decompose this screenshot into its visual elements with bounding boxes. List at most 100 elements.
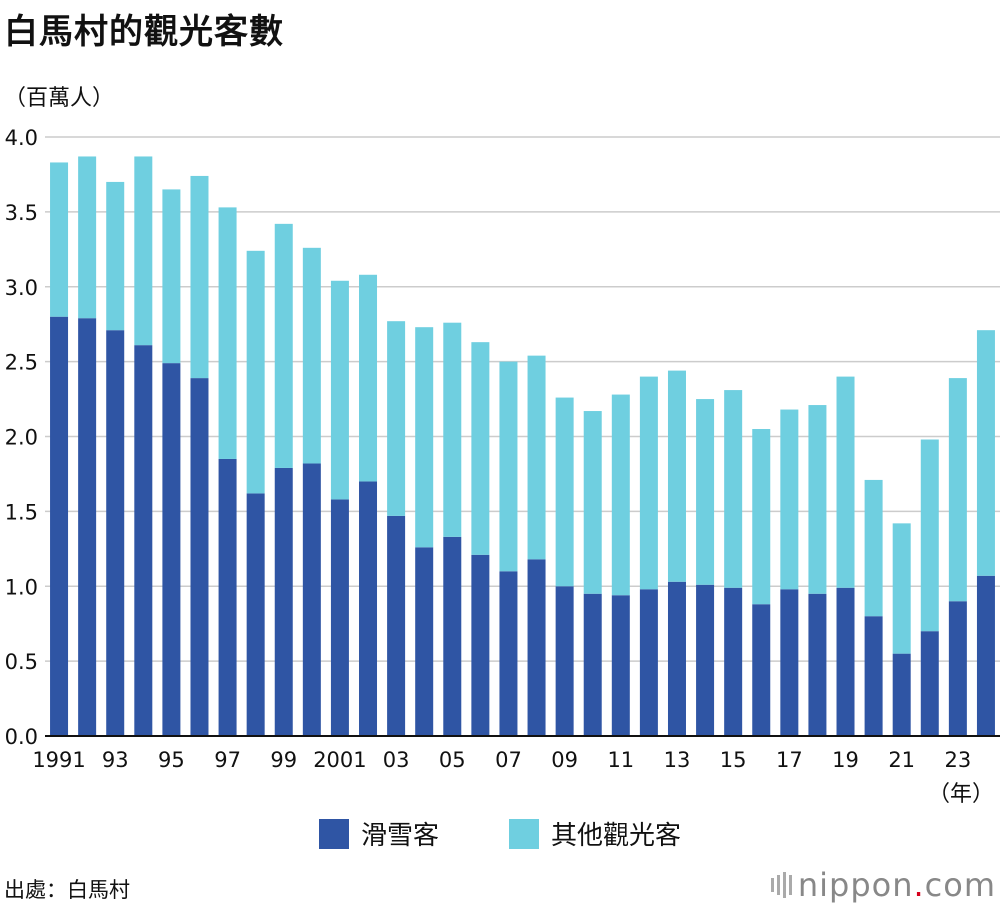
bar-other-2022 [920, 439, 939, 632]
bar-other-2004 [415, 327, 434, 548]
x-tick-label: 13 [664, 748, 691, 772]
brand-dot: . [913, 866, 925, 904]
bar-ski-2013 [667, 581, 686, 736]
bar-ski-2023 [948, 601, 967, 736]
bar-ski-2006 [471, 554, 490, 736]
bar-other-1994 [134, 156, 153, 346]
x-tick-label: 15 [720, 748, 747, 772]
bar-other-1995 [162, 189, 181, 364]
x-tick-labels: 1991 93 95 97 99 2001 03 05 07 09 11 13 15 17 19 21 23 [32, 748, 971, 772]
bar-ski-2024 [976, 575, 995, 736]
bar-other-2000 [302, 247, 321, 464]
x-tick-label: 09 [551, 748, 578, 772]
y-axis-unit: （百萬人） [4, 86, 115, 111]
y-tick-label: 2.0 [5, 426, 38, 450]
bar-ski-2001 [330, 499, 349, 736]
source-note: 出處：白馬村 [4, 878, 130, 902]
bar-other-1993 [106, 181, 125, 331]
bar-ski-2018 [808, 593, 827, 736]
y-tick-label: 3.0 [5, 276, 38, 300]
brand-bars-icon [770, 872, 792, 898]
bar-other-2019 [836, 376, 855, 588]
y-tick-label: 0.0 [5, 725, 38, 749]
bar-ski-2003 [387, 515, 406, 736]
brand-prefix: nippon [797, 866, 914, 904]
y-tick-labels: 0.0 0.5 1.0 1.5 2.0 2.5 3.0 3.5 4.0 [5, 126, 38, 749]
bars [50, 156, 995, 736]
x-tick-label: 03 [383, 748, 410, 772]
chart-title: 白馬村的觀光客數 [4, 12, 284, 52]
x-tick-label: 93 [102, 748, 129, 772]
bar-ski-2009 [555, 586, 574, 736]
bar-ski-1991 [50, 316, 69, 736]
bar-other-2003 [387, 321, 406, 516]
bar-other-2021 [892, 523, 911, 654]
bar-ski-1997 [218, 458, 237, 736]
bar-ski-2012 [639, 589, 658, 736]
bar-ski-1992 [78, 318, 97, 736]
legend: 滑雪客 其他觀光客 [0, 815, 1000, 852]
x-tick-label: 97 [214, 748, 241, 772]
x-tick-label: 99 [270, 748, 297, 772]
x-tick-label: 95 [158, 748, 185, 772]
bar-other-2014 [696, 399, 715, 585]
bar-other-2024 [976, 330, 995, 576]
bar-other-2020 [864, 479, 883, 617]
bar-ski-2020 [864, 616, 883, 736]
bar-other-2018 [808, 405, 827, 594]
bar-ski-2016 [752, 604, 771, 736]
bar-other-1992 [78, 156, 97, 319]
bar-other-1996 [190, 175, 209, 379]
bar-other-2006 [471, 342, 490, 555]
bar-other-1999 [274, 223, 293, 468]
bar-ski-2004 [415, 547, 434, 736]
x-tick-label: 19 [832, 748, 859, 772]
y-tick-label: 3.5 [5, 201, 38, 225]
bar-ski-1999 [274, 467, 293, 736]
brand-suffix: com [924, 866, 996, 904]
bar-ski-2021 [892, 653, 911, 736]
bar-other-2023 [948, 378, 967, 602]
x-tick-label: 23 [945, 748, 972, 772]
legend-swatch-ski [318, 818, 349, 849]
bar-ski-1993 [106, 330, 125, 736]
y-tick-label: 1.5 [5, 500, 38, 524]
bar-ski-2015 [724, 587, 743, 736]
x-tick-label: 1991 [32, 748, 85, 772]
legend-item-other: 其他觀光客 [509, 815, 681, 852]
bar-other-2001 [330, 280, 349, 500]
bar-other-2009 [555, 397, 574, 587]
bar-other-2012 [639, 376, 658, 590]
bar-other-2016 [752, 429, 771, 605]
bar-other-1997 [218, 207, 237, 459]
legend-label-other: 其他觀光客 [551, 821, 682, 851]
bar-ski-1998 [246, 493, 265, 736]
legend-label-ski: 滑雪客 [360, 821, 439, 851]
bar-other-2010 [583, 411, 602, 594]
bar-ski-2017 [780, 589, 799, 736]
bar-ski-2005 [443, 536, 462, 736]
bar-ski-1995 [162, 363, 181, 736]
bar-other-2011 [611, 394, 630, 596]
stacked-bar-chart: 0.0 0.5 1.0 1.5 2.0 2.5 3.0 3.5 4.0 1991 93 95 97 99… [5, 126, 1000, 772]
y-tick-label: 4.0 [5, 126, 38, 150]
bar-other-2005 [443, 322, 462, 537]
x-tick-label: 17 [776, 748, 803, 772]
bar-other-2015 [724, 390, 743, 588]
x-tick-label: 21 [888, 748, 915, 772]
bar-ski-2008 [527, 559, 546, 736]
bar-ski-2000 [302, 463, 321, 736]
y-tick-label: 1.0 [5, 575, 38, 599]
legend-swatch-other [509, 818, 539, 849]
bar-ski-2019 [836, 587, 855, 736]
brand-logo: nippon.com [770, 866, 996, 904]
x-tick-label: 11 [607, 748, 634, 772]
bar-ski-2007 [499, 571, 518, 736]
bar-other-2007 [499, 361, 518, 572]
bar-ski-1994 [134, 345, 153, 736]
bar-ski-2014 [696, 584, 715, 736]
bar-other-1998 [246, 250, 265, 494]
x-axis-unit: （年） [927, 782, 994, 807]
bar-other-2013 [667, 370, 686, 582]
bar-other-2002 [359, 274, 378, 482]
